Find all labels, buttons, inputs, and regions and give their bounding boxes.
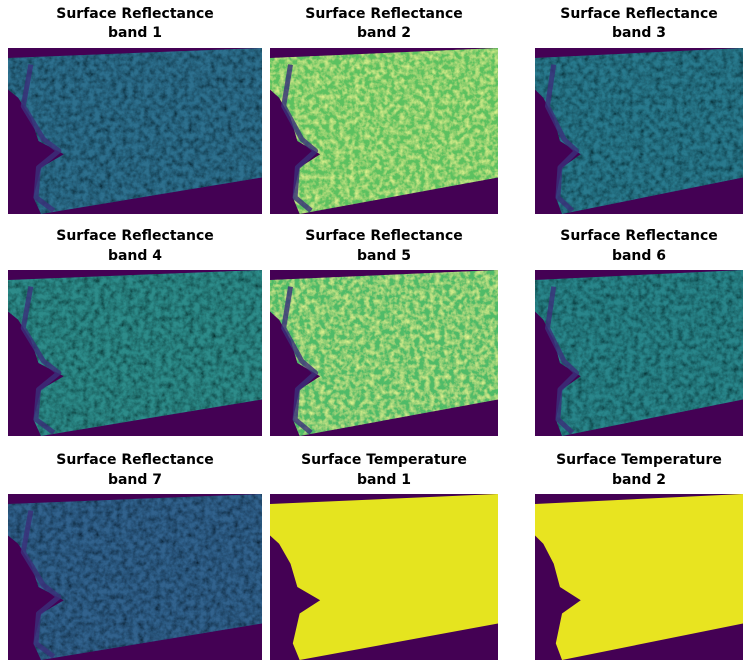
panel: Surface Reflectance band 1 — [8, 6, 262, 214]
panel-title: band 3 — [612, 25, 666, 41]
panel-title: band 6 — [612, 248, 666, 264]
panel-title: Surface Reflectance — [56, 6, 214, 22]
panel-title: Surface Reflectance — [56, 452, 214, 468]
panel: Surface Reflectance band 4 — [8, 228, 262, 436]
panel: Surface Temperature band 2 — [535, 452, 743, 660]
panel-title: band 2 — [612, 472, 666, 488]
panel: Surface Temperature band 1 — [270, 452, 498, 660]
panel-title: Surface Reflectance — [560, 228, 718, 244]
panel-title: Surface Temperature — [556, 452, 722, 468]
panel: Surface Reflectance band 5 — [270, 228, 498, 436]
panel-title: band 5 — [357, 248, 411, 264]
panel-title: band 1 — [357, 472, 411, 488]
panel: Surface Reflectance band 7 — [8, 452, 262, 660]
figure: Surface Reflectanceband 1Surface Reflect… — [0, 0, 743, 664]
panel: Surface Reflectance band 3 — [535, 6, 743, 214]
panel-title: band 4 — [108, 248, 162, 264]
panel-title: Surface Reflectance — [305, 6, 463, 22]
panel-title: Surface Temperature — [301, 452, 467, 468]
panel-title: Surface Reflectance — [560, 6, 718, 22]
panel: Surface Reflectance band 2 — [270, 6, 498, 214]
panel: Surface Reflectance band 6 — [535, 228, 743, 436]
panel-title: Surface Reflectance — [56, 228, 214, 244]
panel-title: band 1 — [108, 25, 162, 41]
panel-title: Surface Reflectance — [305, 228, 463, 244]
panel-title: band 2 — [357, 25, 411, 41]
panel-title: band 7 — [108, 472, 162, 488]
